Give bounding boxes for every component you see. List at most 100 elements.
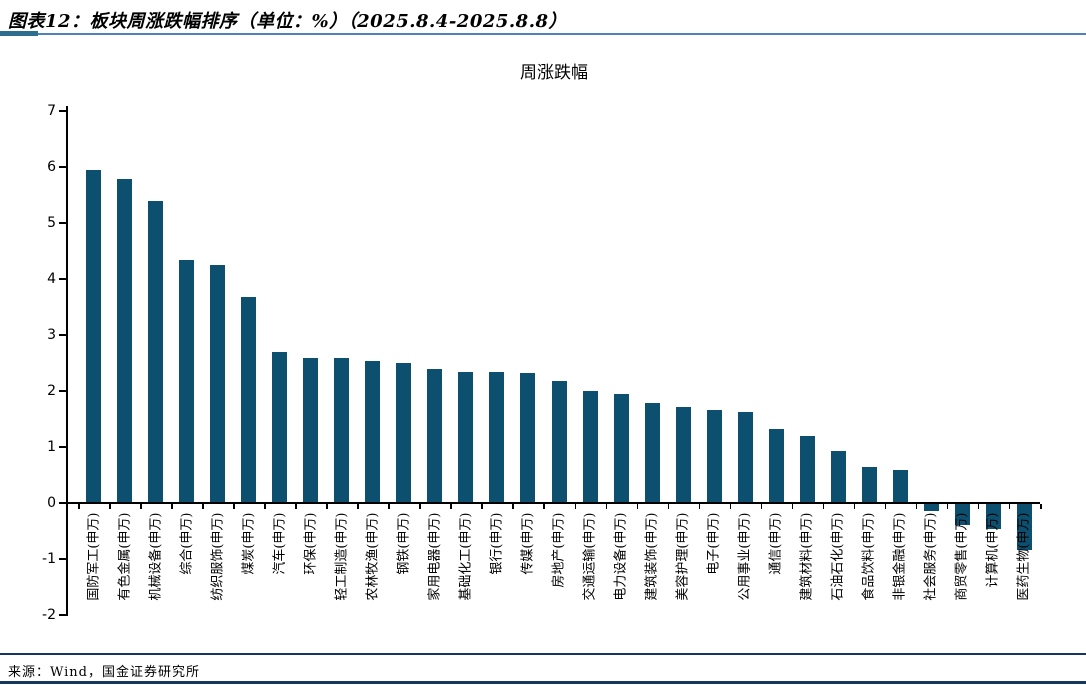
bar xyxy=(365,361,381,502)
bar-label: 石油石化(申万) xyxy=(830,512,846,601)
y-axis-tick xyxy=(59,334,66,336)
x-axis-line xyxy=(66,502,1040,504)
bar-label: 电力设备(申万) xyxy=(613,512,629,601)
header-rule-thin xyxy=(0,33,1086,35)
bar-label: 电子(申万) xyxy=(706,512,722,575)
bar xyxy=(272,351,288,502)
x-axis-tick xyxy=(202,504,204,509)
y-tick-label: 4 xyxy=(47,271,56,287)
bar xyxy=(396,362,412,502)
y-tick-label: 5 xyxy=(47,215,56,231)
y-axis-tick xyxy=(59,558,66,560)
x-axis-tick xyxy=(605,504,608,509)
bar xyxy=(241,297,257,502)
x-axis-tick xyxy=(1040,504,1042,509)
y-axis-tick xyxy=(59,166,66,168)
bar-label: 家用电器(申万) xyxy=(427,512,443,601)
bar-label: 房地产(申万) xyxy=(551,512,567,588)
bar-label: 煤炭(申万) xyxy=(241,512,257,575)
y-axis-tick xyxy=(59,614,66,616)
bar-label: 非银金融(申万) xyxy=(892,512,908,601)
bar xyxy=(427,369,443,502)
bar-label: 公用事业(申万) xyxy=(737,512,753,601)
bar xyxy=(86,169,102,502)
y-tick-label: 6 xyxy=(47,159,56,175)
bar-label: 有色金属(申万) xyxy=(117,512,133,601)
bar xyxy=(985,504,1001,530)
bar xyxy=(551,381,567,502)
bar xyxy=(706,409,722,502)
bar-label: 建筑材料(申万) xyxy=(799,512,815,601)
bar xyxy=(458,371,474,502)
bar xyxy=(179,259,195,502)
y-tick-label: -1 xyxy=(42,551,56,567)
x-axis-tick xyxy=(140,504,142,509)
y-axis-tick xyxy=(59,502,66,504)
bar-label: 轻工制造(申万) xyxy=(334,512,350,601)
bar xyxy=(768,429,784,502)
bar xyxy=(954,504,970,526)
x-axis-tick xyxy=(791,504,794,509)
bar-label: 农林牧渔(申万) xyxy=(365,512,381,601)
x-axis-tick xyxy=(109,504,111,509)
x-axis-tick xyxy=(1008,504,1011,509)
y-tick-label: 0 xyxy=(47,495,56,511)
x-axis-tick xyxy=(171,504,173,509)
bar-label: 美容护理(申万) xyxy=(675,512,691,601)
y-axis-line xyxy=(66,106,68,616)
page-bottom-rule xyxy=(0,681,1086,684)
x-axis-tick xyxy=(78,504,80,509)
bar xyxy=(210,265,226,502)
y-axis-tick xyxy=(59,110,66,112)
source-note: 来源：Wind，国金证券研究所 xyxy=(8,665,200,680)
x-axis-tick xyxy=(264,504,266,509)
x-axis-tick xyxy=(915,504,918,509)
header-rule-accent xyxy=(0,31,38,36)
x-axis-tick xyxy=(233,504,235,509)
x-axis-tick xyxy=(729,504,732,509)
x-axis-tick xyxy=(543,504,545,509)
y-tick-label: 3 xyxy=(47,327,56,343)
y-axis-tick xyxy=(59,446,66,448)
bar-label: 环保(申万) xyxy=(303,512,319,575)
bar xyxy=(1016,504,1032,551)
x-axis-tick xyxy=(357,504,359,509)
x-axis-tick xyxy=(419,504,421,509)
bar-label: 医药生物(申万) xyxy=(1016,512,1032,601)
x-axis-tick xyxy=(760,504,763,509)
x-axis-tick xyxy=(667,504,670,509)
x-axis-tick xyxy=(884,504,887,509)
figure-caption: 图表12：板块周涨跌幅排序（单位：%）（2025.8.4-2025.8.8） xyxy=(8,11,567,32)
bar xyxy=(737,411,753,502)
x-axis-tick xyxy=(574,504,577,509)
y-axis-tick xyxy=(59,222,66,224)
bar xyxy=(582,391,598,502)
x-axis-tick xyxy=(698,504,701,509)
bar-label: 交通运输(申万) xyxy=(582,512,598,601)
bar xyxy=(148,201,164,502)
x-axis-tick xyxy=(512,504,514,509)
x-axis-tick xyxy=(636,504,639,509)
bar xyxy=(923,504,939,512)
bar-label: 国防军工(申万) xyxy=(86,512,102,601)
bar xyxy=(644,403,660,502)
bar-label: 食品饮料(申万) xyxy=(861,512,877,601)
chart-title: 周涨跌幅 xyxy=(520,63,588,83)
x-axis-tick xyxy=(481,504,483,509)
bar-label: 钢铁(申万) xyxy=(396,512,412,575)
y-tick-label: 1 xyxy=(47,439,56,455)
bar xyxy=(117,178,133,502)
bar xyxy=(520,373,536,502)
y-tick-label: 2 xyxy=(47,383,56,399)
bar-label: 机械设备(申万) xyxy=(148,512,164,601)
y-tick-label: 7 xyxy=(47,103,56,119)
x-axis-tick xyxy=(326,504,328,509)
bar-label: 社会服务(申万) xyxy=(923,512,939,601)
bar xyxy=(799,435,815,502)
bar-label: 基础化工(申万) xyxy=(458,512,474,601)
footer-rule xyxy=(0,653,1086,655)
bar xyxy=(675,406,691,502)
y-axis-tick xyxy=(59,278,66,280)
bar-label: 计算机(申万) xyxy=(985,512,1001,588)
